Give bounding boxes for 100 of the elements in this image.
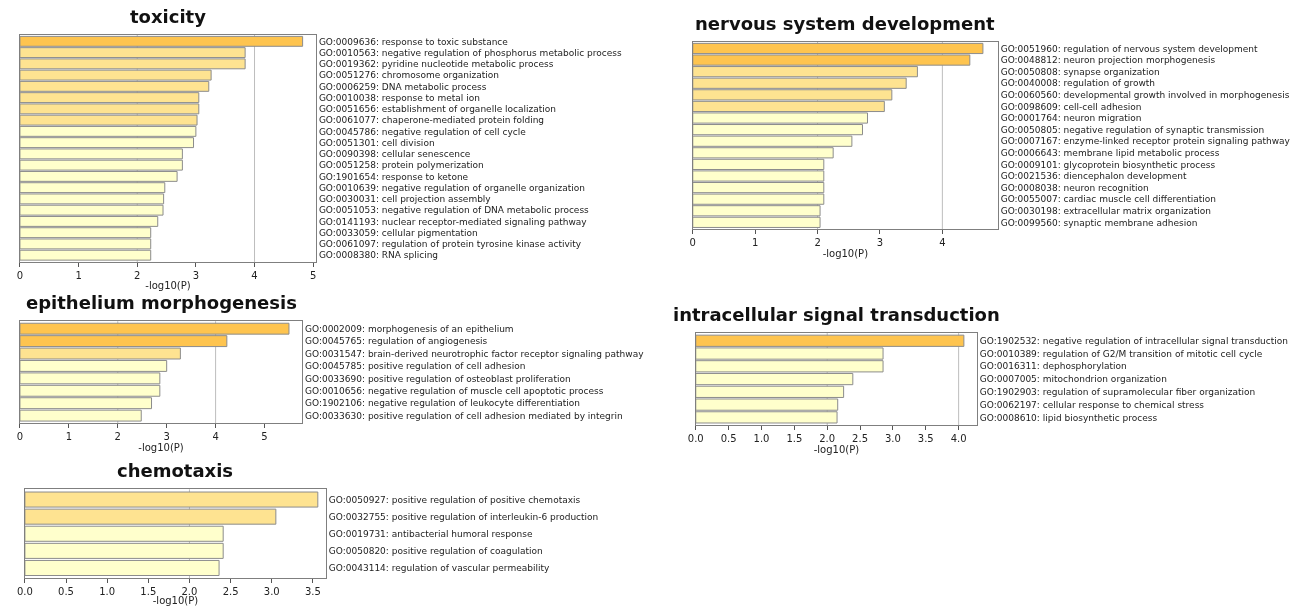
x-tick-label: 1 [65, 431, 73, 443]
y-tick-label: GO:0141193: nuclear receptor-mediated signaling pathway [318, 216, 588, 227]
y-tick-label: GO:0050808: synapse organization [1000, 66, 1160, 77]
y-tick-label: GO:0051258: protein polymerization [318, 160, 484, 171]
y-tick-label: GO:0006259: DNA metabolic process [318, 81, 487, 92]
x-tick-label: 1.5 [786, 433, 803, 445]
x-axis-title: -log10(P) [145, 280, 191, 292]
chart-title: chemotaxis [117, 460, 234, 481]
x-tick-label: 4 [939, 237, 946, 249]
x-tick-label: 1.0 [753, 433, 770, 445]
y-tick-label: GO:0021536: diencephalon development [1000, 171, 1187, 182]
x-tick-label: 3.5 [304, 586, 321, 598]
x-tick-label: 5 [309, 269, 317, 281]
y-tick-label: GO:0009101: glycoprotein biosynthetic process [1000, 159, 1216, 170]
x-tick-label: 1.0 [99, 586, 116, 598]
x-tick-label: 1 [751, 237, 759, 249]
y-tick-label: GO:0098609: cell-cell adhesion [1000, 101, 1142, 112]
y-tick-label: GO:0016311: dephosphorylation [979, 361, 1127, 372]
x-tick-label: 1 [75, 269, 82, 281]
x-tick-label: 0 [16, 431, 24, 443]
y-tick-label: GO:0010563: negative regulation of phosphorus metabolic process [318, 47, 622, 58]
y-tick-label: GO:0062197: cellular response to chemical stress [979, 399, 1205, 410]
chart-title: intracellular signal transduction [673, 304, 1000, 325]
chart-title: epithelium morphogenesis [26, 292, 297, 313]
y-tick-label: GO:0007005: mitochondrion organization [979, 374, 1167, 385]
y-tick-label: GO:0043114: regulation of vascular permeability [328, 563, 550, 574]
y-tick-label: GO:0051656: establishment of organelle localization [318, 104, 556, 115]
y-tick-label: GO:0061097: regulation of protein tyrosine kinase activity [318, 239, 582, 250]
y-tick-label: GO:0099560: synaptic membrane adhesion [1000, 217, 1198, 228]
y-tick-label: GO:0010656: negative regulation of muscle cell apoptotic process [304, 385, 604, 396]
chart-title: nervous system development [695, 13, 996, 34]
x-tick-label: 3 [163, 431, 170, 443]
x-tick-label: 0.5 [58, 586, 74, 598]
y-tick-label: GO:0045765: regulation of angiogenesis [304, 336, 488, 347]
y-tick-label: GO:0061077: chaperone-mediated protein folding [318, 115, 545, 126]
y-tick-label: GO:0033630: positive regulation of cell adhesion mediated by integrin [304, 410, 623, 421]
y-tick-label: GO:0019362: pyridine nucleotide metabolic process [318, 59, 554, 70]
x-tick-label: 1.5 [140, 586, 157, 598]
x-tick-label: 3 [192, 269, 200, 281]
x-tick-label: 3.5 [917, 433, 934, 445]
x-tick-label: 0 [16, 269, 24, 281]
x-tick-label: 0.5 [720, 433, 737, 445]
y-tick-label: GO:0007167: enzyme-linked receptor protein signaling pathway [1000, 136, 1291, 147]
x-tick-label: 0.0 [687, 433, 704, 445]
y-tick-label: GO:1902106: negative regulation of leukocyte differentiation [304, 398, 581, 409]
x-tick-label: 3 [876, 237, 884, 249]
x-tick-label: 4.0 [950, 433, 967, 445]
y-tick-label: GO:0050820: positive regulation of coagulation [328, 546, 543, 557]
y-tick-label: GO:0030031: cell projection assembly [318, 194, 492, 205]
y-tick-label: GO:0008610: lipid biosynthetic process [979, 412, 1158, 423]
y-tick-label: GO:0051276: chromosome organization [318, 70, 500, 81]
x-tick-label: 2.0 [819, 433, 836, 445]
y-tick-label: GO:0051960: regulation of nervous system development [1000, 43, 1258, 54]
y-tick-label: GO:0045785: positive regulation of cell adhesion [304, 361, 526, 372]
x-axis-title: -log10(P) [152, 595, 199, 606]
y-tick-label: GO:0051053: negative regulation of DNA metabolic process [318, 205, 590, 216]
y-tick-label: GO:0002009: morphogenesis of an epithelium [304, 323, 514, 334]
x-tick-label: 4 [251, 269, 258, 281]
y-tick-label: GO:0032755: positive regulation of interleukin-6 production [328, 511, 599, 522]
y-tick-label: GO:0010038: response to metal ion [318, 92, 480, 103]
x-tick-label: 3.0 [884, 433, 901, 445]
x-tick-label: 2.0 [181, 586, 198, 598]
x-tick-label: 0 [689, 237, 696, 249]
y-tick-label: GO:0001764: neuron migration [1000, 113, 1142, 124]
chart-title: toxicity [130, 6, 207, 27]
y-tick-label: GO:0019731: antibacterial humoral response [328, 528, 533, 539]
x-tick-label: 2 [814, 237, 821, 249]
y-tick-label: GO:0033059: cellular pigmentation [318, 227, 478, 238]
y-tick-label: GO:0031547: brain-derived neurotrophic factor receptor signaling pathway [304, 348, 645, 359]
y-tick-label: GO:0048812: neuron projection morphogenesis [1000, 55, 1216, 66]
y-tick-label: GO:1902903: regulation of supramolecular fiber organization [979, 386, 1256, 397]
y-tick-label: GO:1901654: response to ketone [318, 171, 469, 182]
x-tick-label: 5 [261, 431, 268, 443]
y-tick-label: GO:0009636: response to toxic substance [318, 36, 509, 47]
x-tick-label: 2 [114, 431, 121, 443]
y-tick-label: GO:0050805: negative regulation of synaptic transmission [1000, 124, 1265, 135]
y-tick-label: GO:0008380: RNA splicing [318, 250, 439, 261]
y-tick-label: GO:0008038: neuron recognition [1000, 182, 1149, 193]
y-tick-label: GO:0045786: negative regulation of cell cycle [318, 126, 527, 137]
y-tick-label: GO:0040008: regulation of growth [1000, 78, 1156, 89]
x-tick-label: 3.0 [263, 586, 280, 598]
y-tick-label: GO:0010639: negative regulation of organelle organization [318, 182, 586, 193]
y-tick-label: GO:0030198: extracellular matrix organization [1000, 205, 1211, 216]
y-tick-label: GO:0051301: cell division [318, 137, 435, 148]
y-tick-label: GO:0006643: membrane lipid metabolic process [1000, 147, 1220, 158]
x-tick-label: 2 [134, 269, 141, 281]
y-tick-label: GO:0055007: cardiac muscle cell differentiation [1000, 194, 1216, 205]
y-tick-label: GO:0010389: regulation of G2/M transition of mitotic cell cycle [979, 348, 1263, 359]
x-tick-label: 2.5 [222, 586, 239, 598]
x-axis-title: -log10(P) [138, 442, 184, 454]
x-tick-label: 2.5 [852, 433, 868, 445]
y-tick-label: GO:0060560: developmental growth involved in morphogenesis [1000, 89, 1290, 100]
x-axis-title: -log10(P) [813, 444, 860, 456]
x-tick-label: 4 [212, 431, 219, 443]
x-tick-label: 0.0 [16, 586, 33, 598]
y-tick-label: GO:0050927: positive regulation of positive chemotaxis [328, 494, 581, 505]
y-tick-label: GO:1902532: negative regulation of intracellular signal transduction [979, 335, 1289, 346]
x-axis-title: -log10(P) [822, 247, 869, 259]
y-tick-label: GO:0033690: positive regulation of osteoblast proliferation [304, 373, 571, 384]
y-tick-label: GO:0090398: cellular senescence [318, 149, 471, 160]
